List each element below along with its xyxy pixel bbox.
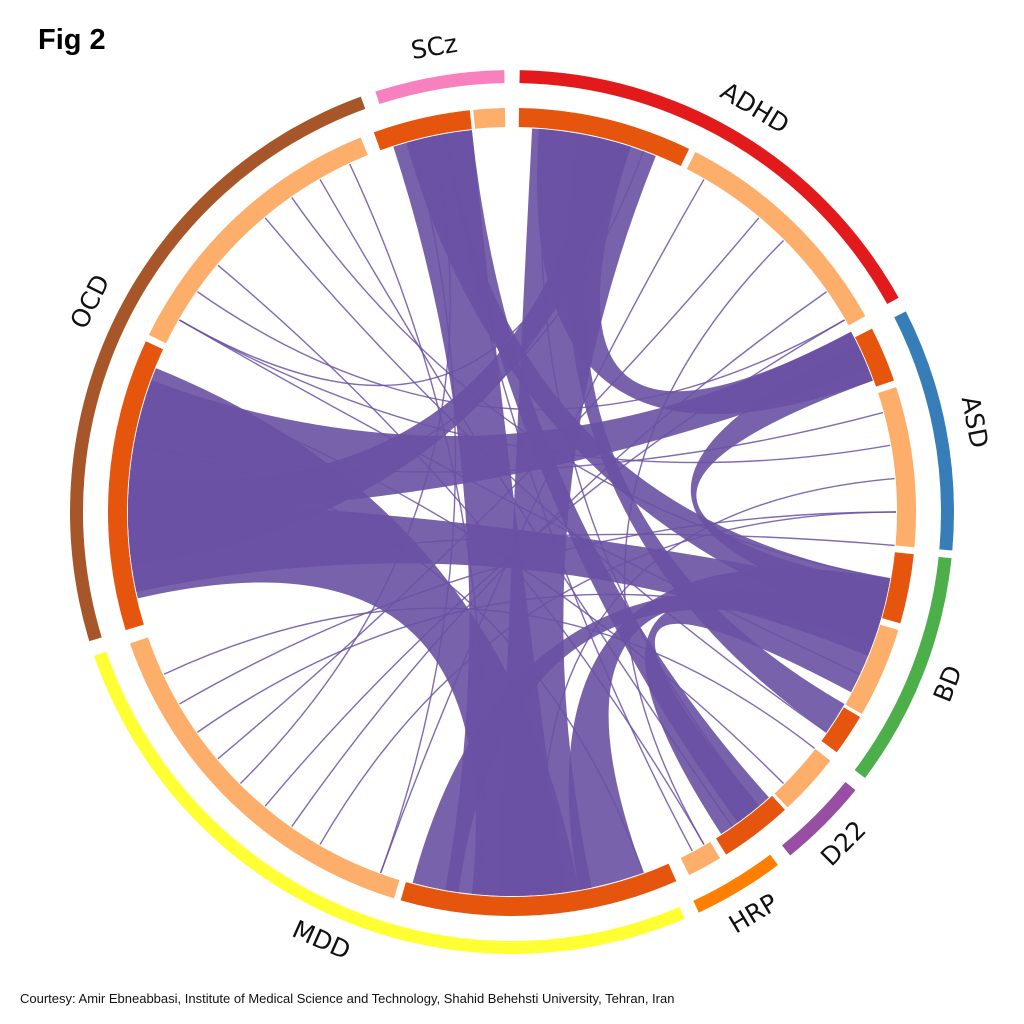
inner-segment xyxy=(686,152,866,326)
chord-line xyxy=(319,179,733,827)
chord-ribbon xyxy=(412,590,883,893)
chord-line xyxy=(444,133,693,852)
chord-line xyxy=(217,217,760,760)
inner-segment xyxy=(400,863,677,916)
outer-ring xyxy=(70,70,954,955)
chord-line xyxy=(179,319,891,464)
chord-ribbon xyxy=(644,598,878,835)
inner-segment xyxy=(373,110,472,151)
inner-segment xyxy=(148,137,368,344)
inner-segment xyxy=(855,328,894,387)
inner-segment xyxy=(882,552,914,624)
chord-ribbon xyxy=(393,130,566,897)
chord-line xyxy=(197,291,845,411)
chord-line xyxy=(127,150,644,513)
courtesy-caption: Courtesy: Amir Ebneabbasi, Institute of … xyxy=(20,991,675,1006)
inner-segment xyxy=(821,707,861,753)
inner-segment xyxy=(473,108,506,129)
chord-line xyxy=(264,217,827,733)
chord-links xyxy=(127,128,897,897)
chord-line xyxy=(133,533,895,580)
inner-segment xyxy=(130,637,400,899)
chord-line xyxy=(380,140,457,874)
chord-line xyxy=(217,264,705,845)
inner-segment xyxy=(845,624,899,714)
chord-line xyxy=(179,511,897,705)
chord-line xyxy=(349,163,485,895)
chord-line xyxy=(179,140,613,387)
inner-segment xyxy=(774,749,831,808)
inner-segment xyxy=(518,108,690,166)
sector-label-bd: BD xyxy=(928,661,968,706)
chord-ribbon xyxy=(690,343,889,612)
chord-ribbon xyxy=(445,130,769,823)
sector-label-hrp: HRP xyxy=(724,888,783,939)
chord-line xyxy=(163,607,816,749)
sector-label-ocd: OCD xyxy=(64,270,115,333)
inner-segment xyxy=(108,341,164,631)
chord-line xyxy=(197,593,874,733)
sector-arc-adhd xyxy=(519,70,899,305)
sector-arc-scz xyxy=(375,70,505,104)
sector-arc-hrp xyxy=(693,854,779,913)
chord-line xyxy=(291,197,891,580)
sector-arc-asd xyxy=(894,311,954,551)
chord-line xyxy=(623,239,785,845)
chord-line xyxy=(179,319,861,675)
chord-ribbon xyxy=(128,498,888,656)
sector-label-mdd: MDD xyxy=(288,915,355,966)
chord-line xyxy=(133,444,644,874)
inner-segment xyxy=(716,795,785,855)
chord-line xyxy=(239,136,451,785)
chord-line xyxy=(133,411,884,473)
sector-arc-d22 xyxy=(781,781,856,856)
sector-label-scz: SCz xyxy=(409,29,460,65)
figure-title: Fig 2 xyxy=(38,24,106,56)
chord-line xyxy=(542,477,895,895)
sector-arc-bd xyxy=(854,556,952,779)
sector-label-asd: ASD xyxy=(956,394,994,451)
inner-segment xyxy=(878,387,916,548)
chord-line xyxy=(540,129,760,807)
chord-line xyxy=(319,511,897,845)
inner-ring xyxy=(108,108,916,916)
chord-line xyxy=(150,380,785,785)
chord-line xyxy=(264,319,845,807)
chord-ribbon xyxy=(567,133,845,733)
inner-segment xyxy=(680,842,721,876)
chord-ribbon xyxy=(568,568,891,891)
